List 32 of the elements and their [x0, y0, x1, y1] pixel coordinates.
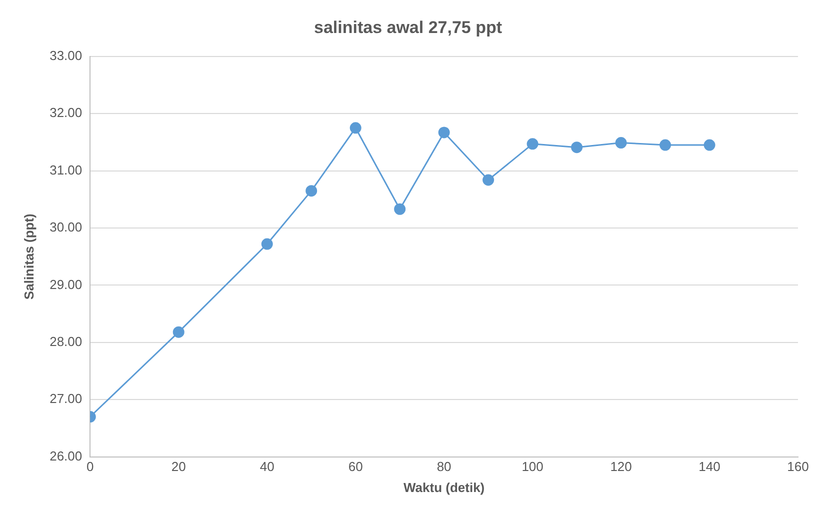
x-tick-label: 60	[348, 459, 363, 474]
point	[526, 138, 538, 150]
y-tick-label: 28.00	[50, 334, 82, 349]
point	[482, 174, 494, 186]
point	[438, 126, 450, 138]
y-tick-label: 27.00	[50, 391, 82, 406]
point	[615, 137, 627, 149]
x-tick-label: 160	[787, 459, 809, 474]
x-tick-label: 0	[86, 459, 94, 474]
point	[306, 185, 318, 197]
point	[704, 139, 716, 151]
chart-title: salinitas awal 27,75 ppt	[314, 18, 502, 37]
y-axis-title: Salinitas (ppt)	[21, 214, 36, 300]
x-tick-label: 140	[698, 459, 720, 474]
point	[172, 326, 184, 338]
y-tick-label: 30.00	[50, 220, 82, 235]
x-axis-title: Waktu (detik)	[403, 480, 485, 495]
y-tick-label: 29.00	[50, 276, 82, 292]
point	[660, 139, 672, 151]
x-tick-label: 100	[522, 459, 544, 474]
x-tick-label: 20	[171, 459, 186, 474]
x-tick-label: 120	[610, 459, 632, 474]
y-tick-label: 32.00	[50, 105, 82, 120]
point	[261, 238, 273, 250]
point	[571, 142, 583, 154]
y-tick-label: 33.00	[50, 48, 82, 63]
point	[394, 203, 406, 215]
point	[350, 122, 362, 134]
x-tick-label: 40	[260, 459, 274, 474]
y-tick-label: 26.00	[50, 448, 82, 464]
x-tick-label: 80	[436, 459, 452, 474]
y-tick-label: 31.00	[50, 162, 82, 178]
